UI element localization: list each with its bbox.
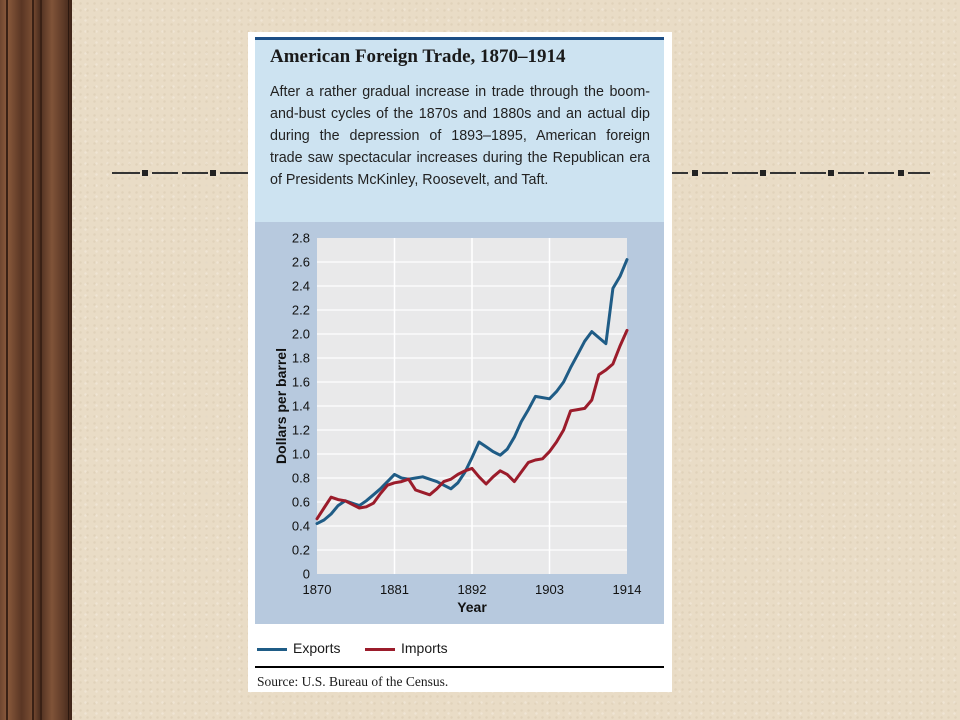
series-line-exports (315, 258, 629, 526)
chart-card: American Foreign Trade, 1870–1914 After … (248, 32, 672, 692)
x-tick-label: 1870 (303, 582, 332, 597)
line-chart: 0 0.2 0.4 0.6 0.8 1.0 1.2 1.4 1.6 1.8 2.0 2.2 2.4 2.6… (273, 231, 642, 616)
y-tick-label: 1.0 (292, 447, 310, 462)
chart-description: After a rather gradual increase in trade… (270, 84, 650, 188)
series-lines (315, 258, 629, 526)
decorative-left-border (0, 0, 72, 720)
legend-item-imports: Imports (365, 640, 448, 656)
chart-panel: 0 0.2 0.4 0.6 0.8 1.0 1.2 1.4 1.6 1.8 2.0 2.2 2.4 2.6… (255, 222, 664, 624)
y-tick-label: 1.2 (292, 423, 310, 438)
legend-label-exports: Exports (293, 640, 341, 656)
legend-label-imports: Imports (401, 640, 448, 656)
y-tick-label: 0 (303, 567, 310, 582)
y-tick-label: 1.6 (292, 375, 310, 390)
y-tick-label: 2.4 (292, 279, 310, 294)
grid-lines (317, 238, 627, 574)
source-note: Source: U.S. Bureau of the Census. (257, 674, 449, 689)
x-axis-ticks: 1870 1881 1892 1903 1914 (303, 582, 642, 597)
y-tick-label: 0.2 (292, 543, 310, 558)
x-tick-label: 1914 (613, 582, 642, 597)
y-axis-ticks: 0 0.2 0.4 0.6 0.8 1.0 1.2 1.4 1.6 1.8 2.0 2.2 2.4 2.6… (292, 231, 310, 582)
x-axis-label: Year (457, 599, 487, 615)
chart-header: American Foreign Trade, 1870–1914 After … (255, 37, 664, 223)
chart-title: American Foreign Trade, 1870–1914 (270, 46, 566, 67)
y-axis-label: Dollars per barrel (273, 348, 289, 464)
y-tick-label: 2.8 (292, 231, 310, 246)
y-tick-label: 0.6 (292, 495, 310, 510)
legend-swatch-imports (365, 647, 395, 651)
chart-legend: Exports Imports (255, 636, 664, 662)
y-tick-label: 2.2 (292, 303, 310, 318)
y-tick-label: 1.8 (292, 351, 310, 366)
series-line-imports (315, 328, 629, 521)
x-tick-label: 1881 (380, 582, 409, 597)
x-tick-label: 1892 (458, 582, 487, 597)
y-tick-label: 2.6 (292, 255, 310, 270)
decorative-rule-right (672, 170, 930, 176)
legend-item-exports: Exports (257, 640, 340, 656)
source-divider (255, 666, 664, 668)
y-tick-label: 2.0 (292, 327, 310, 342)
y-tick-label: 0.8 (292, 471, 310, 486)
legend-swatch-exports (257, 647, 287, 651)
decorative-rule-left (112, 170, 248, 176)
x-tick-label: 1903 (535, 582, 564, 597)
y-tick-label: 1.4 (292, 399, 310, 414)
y-tick-label: 0.4 (292, 519, 310, 534)
